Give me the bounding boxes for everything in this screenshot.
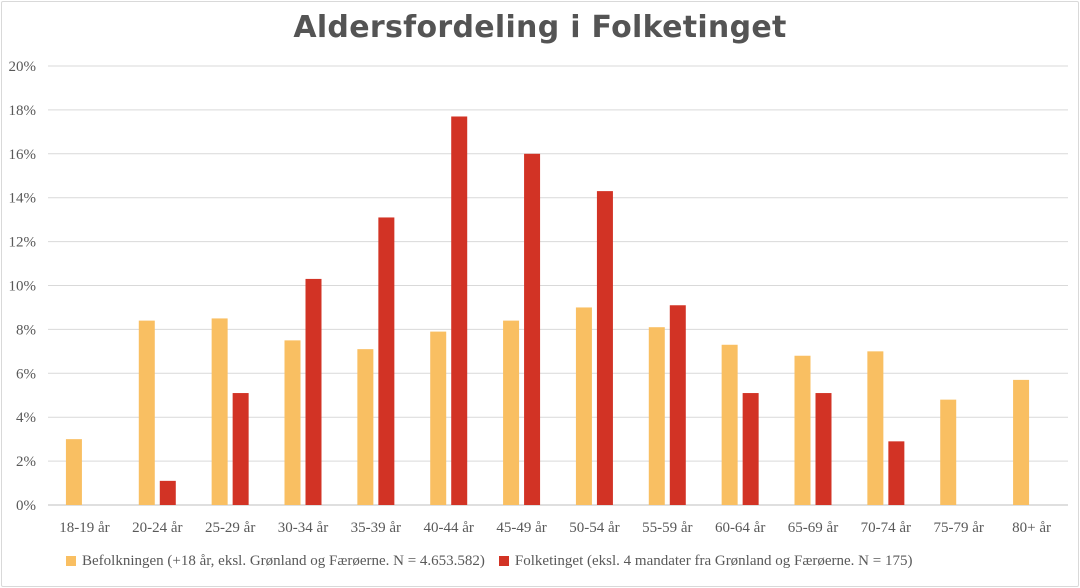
x-tick-label: 25-29 år <box>205 520 255 536</box>
y-tick-label: 10% <box>9 279 37 295</box>
bar-befolkningen <box>357 349 374 505</box>
bar-folketinget <box>742 393 759 505</box>
x-tick-label: 65-69 år <box>788 520 838 536</box>
y-tick-label: 12% <box>9 235 37 251</box>
x-tick-label: 45-49 år <box>496 520 546 536</box>
bar-befolkningen <box>721 344 738 505</box>
x-tick-label: 75-79 år <box>934 520 984 536</box>
x-tick-label: 55-59 år <box>642 520 692 536</box>
gridlines <box>48 65 1068 506</box>
x-tick-label: 35-39 år <box>351 520 401 536</box>
bars <box>65 116 1030 506</box>
y-tick-label: 16% <box>9 147 37 163</box>
bar-folketinget <box>159 480 176 505</box>
bar-befolkningen <box>284 340 301 505</box>
bar-befolkningen <box>794 355 811 505</box>
x-axis: 18-19 år 20-24 år 25-29 år 30-34 år 35-39 år… <box>59 520 1051 536</box>
bar-befolkningen <box>940 399 957 505</box>
bar-folketinget <box>305 278 322 505</box>
legend-item-folketinget: Folketinget (eksl. 4 mandater fra Grønla… <box>498 552 913 570</box>
bar-folketinget <box>888 441 905 505</box>
bar-befolkningen <box>211 318 228 505</box>
chart-title: Aldersfordeling i Folketinget <box>293 10 787 45</box>
bar-befolkningen <box>575 307 592 505</box>
legend-label-befolkningen: Befolkningen (+18 år, eksl. Grønland og … <box>82 552 485 569</box>
bar-folketinget <box>669 305 686 505</box>
x-tick-label: 40-44 år <box>424 520 474 536</box>
y-axis: 0% 2% 4% 6% 8% 10% 12% 14% 16% 18% 20% <box>9 59 37 514</box>
bar-befolkningen <box>65 439 82 505</box>
y-tick-label: 4% <box>16 410 36 426</box>
y-tick-label: 18% <box>9 103 37 119</box>
legend-swatch-folketinget <box>498 556 509 566</box>
bar-befolkningen <box>867 351 884 505</box>
bar-befolkningen <box>1013 379 1030 505</box>
bar-folketinget <box>378 217 395 505</box>
bar-befolkningen <box>503 320 520 505</box>
legend: Befolkningen (+18 år, eksl. Grønland og … <box>66 551 926 571</box>
bar-folketinget <box>451 116 468 506</box>
y-tick-label: 14% <box>9 191 37 207</box>
x-tick-label: 30-34 år <box>278 520 328 536</box>
y-tick-label: 6% <box>16 366 36 382</box>
legend-item-befolkningen: Befolkningen (+18 år, eksl. Grønland og … <box>66 553 485 570</box>
bar-folketinget <box>815 393 832 505</box>
y-tick-label: 2% <box>16 454 36 470</box>
x-tick-label: 18-19 år <box>59 520 109 536</box>
y-tick-label: 20% <box>9 59 37 75</box>
bar-folketinget <box>524 153 541 506</box>
x-tick-label: 60-64 år <box>715 520 765 536</box>
x-tick-label: 20-24 år <box>132 520 182 536</box>
x-tick-label: 50-54 år <box>569 520 619 536</box>
bar-befolkningen <box>430 331 447 505</box>
bar-folketinget <box>232 393 249 505</box>
bar-folketinget <box>596 191 613 506</box>
y-tick-label: 8% <box>16 322 36 338</box>
x-tick-label: 80+ år <box>1012 520 1051 536</box>
x-tick-label: 70-74 år <box>861 520 911 536</box>
bar-befolkningen <box>138 320 155 505</box>
bar-befolkningen <box>648 327 665 505</box>
legend-label-folketinget: Folketinget (eksl. 4 mandater fra Grønla… <box>514 552 913 569</box>
legend-swatch-befolkningen <box>66 556 76 566</box>
y-tick-label: 0% <box>16 498 36 514</box>
